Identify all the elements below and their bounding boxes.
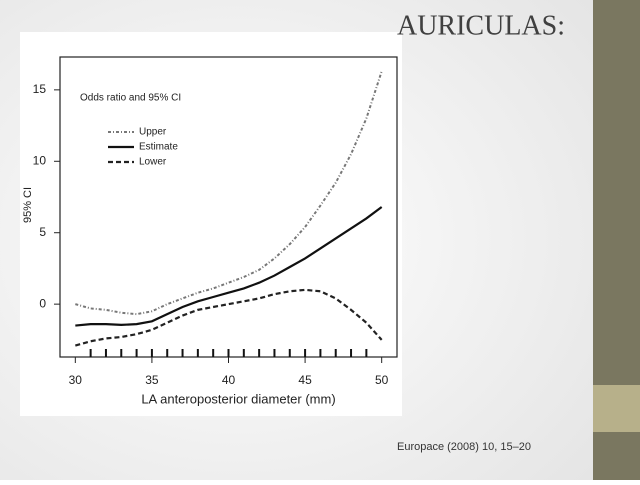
y-axis-label: 95% CI — [22, 187, 34, 223]
x-tick-label: 45 — [298, 373, 312, 387]
citation: Europace (2008) 10, 15–20 — [397, 441, 531, 453]
x-tick-label: 40 — [222, 373, 236, 387]
legend-label: Estimate — [139, 142, 178, 153]
y-tick-label: 5 — [39, 225, 46, 239]
legend-label: Upper — [139, 127, 167, 138]
y-tick-label: 15 — [33, 82, 47, 96]
x-tick-label: 35 — [145, 373, 159, 387]
legend-title: Odds ratio and 95% CI — [80, 93, 181, 104]
legend-label: Lower — [139, 157, 167, 168]
x-axis-label: LA anteroposterior diameter (mm) — [141, 391, 335, 406]
slide-title: AURICULAS: — [397, 10, 565, 41]
y-tick-label: 0 — [39, 296, 46, 310]
y-tick-label: 10 — [33, 153, 47, 167]
chart-image — [20, 32, 402, 416]
side-block — [593, 385, 640, 432]
chart: 30 35 40 45 50 0 5 10 15 LA anteroposterior diame… — [22, 56, 398, 406]
x-tick-label: 50 — [375, 373, 389, 387]
x-tick-label: 30 — [69, 373, 83, 387]
series-line — [75, 288, 383, 347]
series-line — [75, 206, 383, 327]
